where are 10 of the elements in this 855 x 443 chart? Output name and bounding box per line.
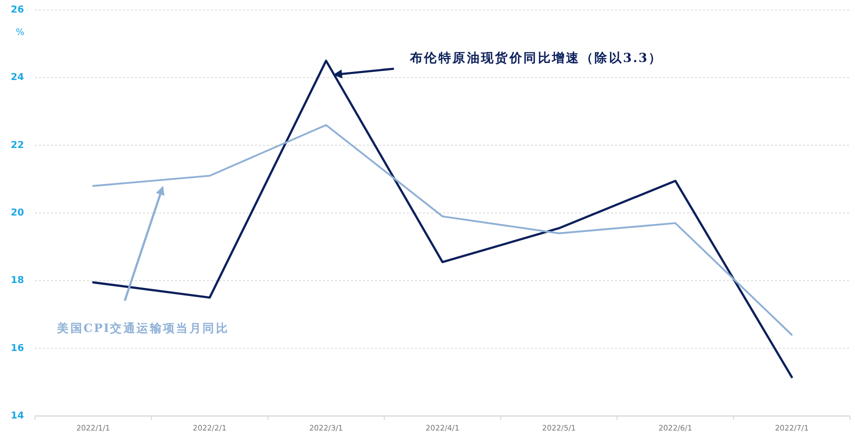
- text: 布伦特原油现货价同比增速（除以3.3）: [409, 50, 663, 65]
- y-tick-label: 16: [10, 342, 24, 354]
- y-tick-label: 20: [10, 208, 24, 218]
- y-tick-label: 26: [10, 4, 24, 16]
- y-axis-title: %: [16, 28, 25, 38]
- text: 美国CPI交通运输项当月同比: [56, 320, 230, 335]
- y-tick-label: 14: [10, 410, 24, 422]
- y-tick-label: 24: [10, 72, 24, 84]
- y-tick-label: 18: [10, 275, 24, 286]
- y-tick-label: 22: [10, 140, 24, 151]
